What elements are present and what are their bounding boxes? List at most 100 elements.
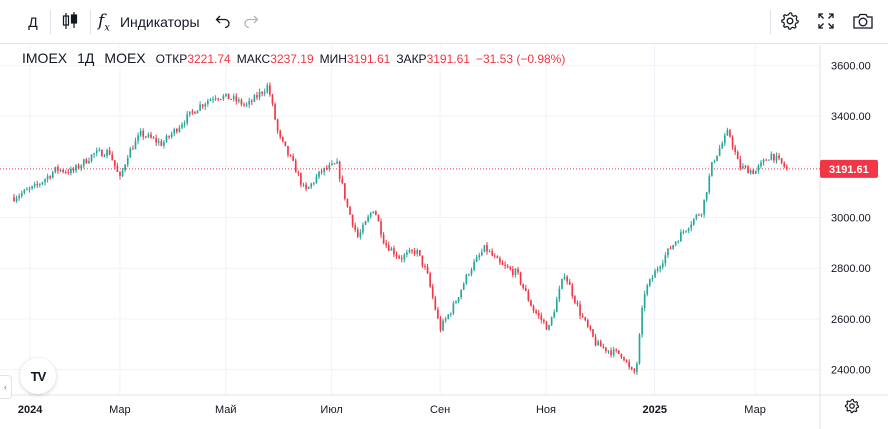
candle [276, 118, 279, 134]
candle [607, 350, 610, 355]
candle [646, 283, 649, 297]
screenshot-button[interactable] [847, 7, 879, 37]
candle [416, 248, 419, 257]
candle [519, 271, 522, 286]
interval-button[interactable]: Д [20, 7, 46, 37]
candle [23, 188, 26, 195]
indicators-button[interactable]: fx Индикаторы [94, 7, 204, 37]
y-tick-label: 2800.00 [831, 263, 871, 275]
candle [126, 154, 129, 168]
x-tick-label: Мар [744, 404, 766, 416]
candle [512, 266, 514, 278]
candle [387, 241, 390, 252]
candle [183, 120, 186, 128]
candle [356, 227, 359, 239]
candle [571, 282, 574, 299]
chart-area[interactable]: 2400.002600.002800.003000.003200.003400.… [0, 45, 888, 429]
candle [770, 151, 773, 161]
candle [39, 182, 41, 188]
candle [312, 182, 315, 186]
candle [18, 193, 21, 201]
candle [36, 180, 39, 188]
legend-high-value: 3237.19 [270, 52, 314, 66]
candle [535, 308, 537, 315]
settings-button[interactable] [775, 7, 805, 37]
gear-icon [780, 11, 800, 34]
candle [287, 145, 289, 158]
candle [95, 147, 98, 157]
legend-symbol[interactable]: IMOEX [22, 50, 68, 66]
candle [548, 324, 550, 331]
candle [20, 190, 23, 199]
candle [406, 249, 408, 258]
candle [341, 175, 344, 185]
candle [72, 167, 75, 174]
candle [124, 163, 126, 173]
candle [82, 158, 85, 169]
chart-type-button[interactable] [56, 7, 84, 37]
candle [488, 249, 491, 253]
y-tick-label: 2600.00 [831, 314, 871, 326]
candle [349, 205, 351, 215]
candle [736, 150, 739, 160]
candle [41, 181, 44, 186]
candle [574, 295, 576, 305]
scroll-left-button[interactable]: ‹ [0, 375, 12, 399]
candle [294, 158, 297, 173]
candle [28, 186, 31, 193]
candle [677, 240, 680, 244]
candle [530, 299, 532, 307]
candle [682, 229, 685, 235]
legend-open-value: 3221.74 [187, 52, 231, 66]
candle [558, 285, 561, 303]
candle [46, 173, 49, 183]
candle [248, 97, 251, 108]
candle [160, 138, 163, 147]
candle [139, 128, 142, 137]
candle [524, 284, 527, 292]
candle [431, 283, 434, 300]
candle [232, 93, 235, 102]
candle [119, 171, 121, 180]
candle [225, 93, 227, 98]
candle [421, 255, 424, 268]
candle [209, 98, 212, 102]
candle [263, 88, 266, 97]
candle [191, 108, 194, 115]
candle [553, 309, 556, 319]
candle [279, 129, 282, 140]
candle [700, 213, 703, 218]
time-axis-settings-button[interactable] [841, 397, 863, 419]
candle [307, 186, 310, 189]
candle [568, 278, 571, 286]
candle [455, 300, 457, 304]
undo-button[interactable] [210, 7, 236, 37]
gear-icon [844, 398, 860, 419]
x-tick-label: Сен [430, 404, 450, 416]
candle [413, 247, 416, 257]
candle [785, 164, 788, 171]
candle [261, 91, 263, 97]
price-chart[interactable]: 2400.002600.002800.003000.003200.003400.… [0, 45, 888, 429]
candle [711, 161, 713, 177]
candle [101, 149, 103, 157]
tradingview-logo[interactable]: TV [20, 358, 56, 394]
candle [718, 144, 721, 157]
candle [372, 211, 375, 214]
candle [227, 93, 230, 100]
redo-button[interactable] [238, 7, 264, 37]
legend-close-label: ЗАКР [396, 52, 427, 66]
candle [88, 157, 90, 164]
candle [98, 147, 101, 152]
candle [537, 309, 540, 319]
candle [336, 158, 338, 164]
candle [439, 315, 442, 333]
candle [630, 366, 633, 371]
candle [292, 153, 294, 162]
candle [137, 132, 139, 145]
last-price-badge: 3191.61 [820, 159, 878, 178]
fullscreen-button[interactable] [811, 7, 841, 37]
candle [478, 252, 481, 261]
candle [168, 135, 170, 140]
candle [594, 333, 597, 347]
